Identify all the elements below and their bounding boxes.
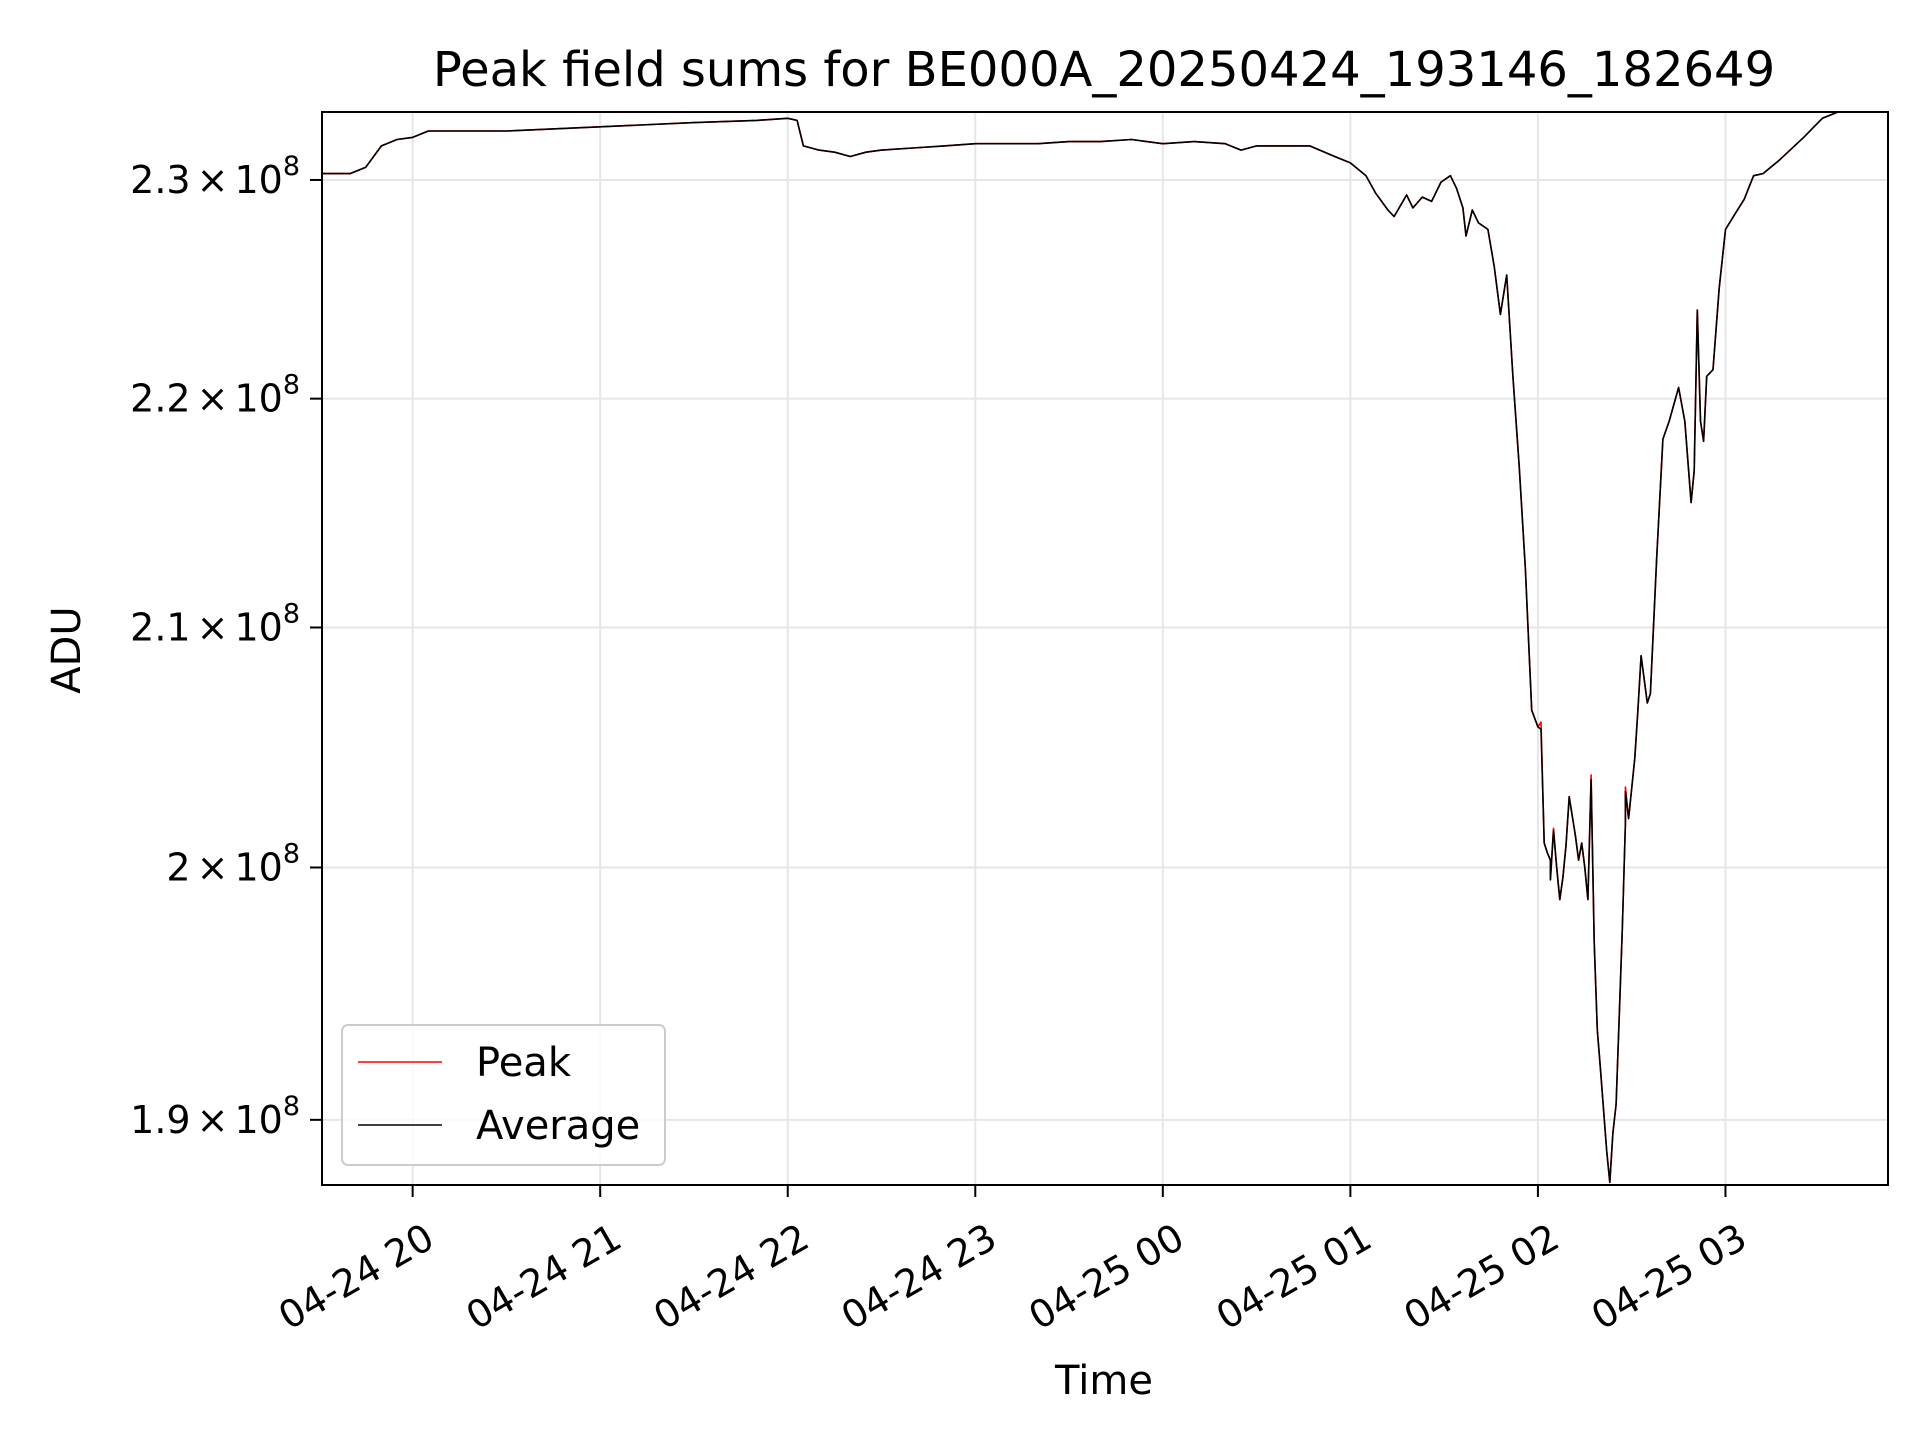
y-tick-base: 10 bbox=[234, 158, 282, 202]
y-tick-mantissa: 2.1 bbox=[130, 605, 190, 649]
y-tick-label: 2 × 108 bbox=[166, 839, 300, 890]
plot-frame bbox=[321, 111, 1889, 1186]
y-tick-label: 2.3 × 108 bbox=[130, 151, 300, 202]
y-tick-label: 2.1 × 108 bbox=[130, 598, 300, 649]
legend: Peak Average bbox=[341, 1024, 666, 1166]
chart-title: Peak field sums for BE000A_20250424_1931… bbox=[433, 42, 1775, 98]
y-tick-exponent: 8 bbox=[283, 370, 300, 401]
y-tick-exponent: 8 bbox=[283, 1091, 300, 1122]
y-tick-times: × bbox=[197, 605, 229, 649]
legend-box bbox=[341, 1024, 666, 1166]
y-tick-times: × bbox=[197, 377, 229, 421]
y-tick-base: 10 bbox=[234, 1098, 282, 1142]
y-tick-mantissa: 2.2 bbox=[130, 377, 190, 421]
y-tick-base: 10 bbox=[234, 605, 282, 649]
y-tick-label: 1.9 × 108 bbox=[130, 1091, 300, 1142]
plot-area bbox=[322, 112, 1888, 1185]
y-tick-base: 10 bbox=[234, 846, 282, 890]
y-tick-base: 10 bbox=[234, 377, 282, 421]
series-line-average bbox=[322, 111, 1839, 1184]
y-tick-exponent: 8 bbox=[283, 151, 300, 182]
y-tick-mantissa: 2 bbox=[166, 846, 190, 890]
y-axis-label: ADU bbox=[44, 606, 90, 693]
series-lines bbox=[322, 111, 1839, 1184]
y-tick-exponent: 8 bbox=[283, 839, 300, 870]
y-tick-times: × bbox=[197, 1098, 229, 1142]
y-tick-mantissa: 2.3 bbox=[130, 158, 190, 202]
y-tick-exponent: 8 bbox=[283, 598, 300, 629]
x-axis-label: Time bbox=[1054, 1358, 1153, 1404]
legend-label-average: Average bbox=[476, 1103, 640, 1149]
y-tick-mantissa: 1.9 bbox=[130, 1098, 190, 1142]
y-tick-times: × bbox=[197, 158, 229, 202]
y-tick-times: × bbox=[197, 846, 229, 890]
y-tick-label: 2.2 × 108 bbox=[130, 370, 300, 421]
legend-label-peak: Peak bbox=[476, 1040, 572, 1086]
